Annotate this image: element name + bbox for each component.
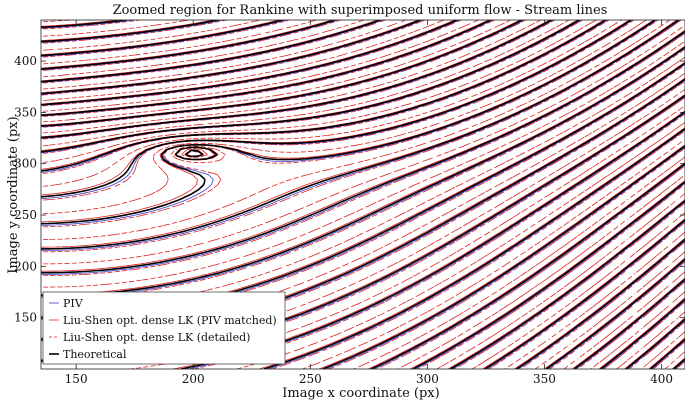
x-tick-label: 150 xyxy=(65,372,88,386)
series-piv-matched-line xyxy=(41,20,213,41)
x-tick-label: 350 xyxy=(533,372,556,386)
legend-label: Theoretical xyxy=(63,348,127,361)
x-tick-label: 250 xyxy=(299,372,322,386)
x-tick-label: 200 xyxy=(182,372,205,386)
legend-label: Liu-Shen opt. dense LK (detailed) xyxy=(63,331,250,344)
y-axis-label: Image y coordinate (px) xyxy=(6,116,21,273)
legend-label: Liu-Shen opt. dense LK (PIV matched) xyxy=(63,314,277,327)
x-axis-label: Image x coordinate (px) xyxy=(282,386,439,401)
y-tick-label: 400 xyxy=(14,54,37,68)
series-piv-matched-line xyxy=(41,20,654,222)
series-detailed-line xyxy=(41,20,555,139)
series-piv-matched-line xyxy=(41,20,455,104)
series-theoretical-line xyxy=(674,359,685,369)
y-tick-label: 150 xyxy=(14,311,37,325)
x-tick-label: 300 xyxy=(416,372,439,386)
legend: PIV Liu-Shen opt. dense LK (PIV matched) L… xyxy=(43,292,285,364)
legend-label: PIV xyxy=(63,297,84,310)
x-tick-label: 400 xyxy=(650,372,673,386)
chart-title: Zoomed region for Rankine with superimpo… xyxy=(113,3,608,18)
series-detailed-line xyxy=(617,312,685,369)
